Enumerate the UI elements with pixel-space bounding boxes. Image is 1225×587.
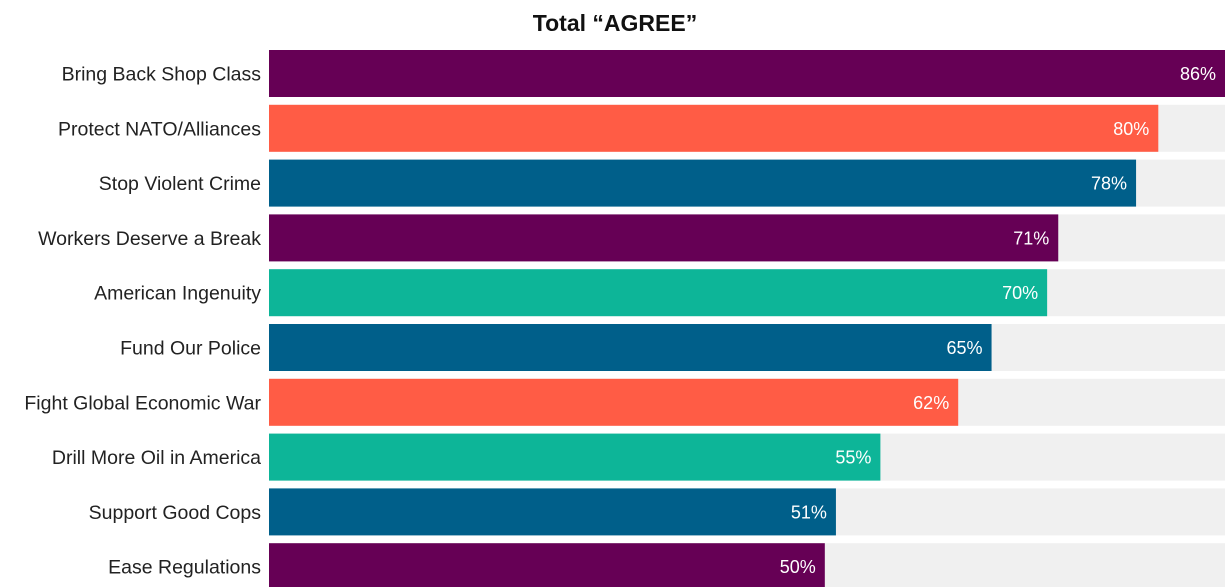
category-label: Workers Deserve a Break: [38, 228, 261, 250]
value-label: 50%: [780, 557, 816, 577]
category-label: American Ingenuity: [94, 283, 261, 305]
value-label: 78%: [1091, 174, 1127, 194]
bar: [269, 104, 1159, 152]
category-label: Fund Our Police: [120, 338, 261, 360]
category-label: Protect NATO/Alliances: [58, 118, 261, 140]
chart-title: Total “AGREE”: [533, 10, 697, 36]
bar: [269, 324, 992, 371]
value-label: 80%: [1113, 119, 1149, 139]
bar: [269, 50, 1225, 97]
value-label: 71%: [1013, 228, 1049, 248]
bar: [269, 378, 959, 426]
value-label: 55%: [835, 448, 871, 468]
category-label: Fight Global Economic War: [24, 392, 261, 414]
category-label: Drill More Oil in America: [52, 447, 261, 469]
bar: [269, 433, 881, 481]
value-label: 65%: [947, 338, 983, 358]
bar: [269, 214, 1059, 262]
bars-group: Bring Back Shop Class 86% Protect NATO/All…: [24, 50, 1225, 587]
bar: [269, 543, 825, 587]
category-label: Bring Back Shop Class: [62, 64, 262, 86]
value-label: 70%: [1002, 283, 1038, 303]
category-label: Stop Violent Crime: [99, 173, 261, 195]
bar: [269, 488, 836, 536]
value-label: 86%: [1180, 64, 1216, 84]
value-label: 62%: [913, 393, 949, 413]
bar: [269, 159, 1137, 207]
bar: [269, 269, 1048, 317]
category-label: Support Good Cops: [89, 502, 262, 524]
value-label: 51%: [791, 502, 827, 522]
category-label: Ease Regulations: [108, 557, 261, 579]
